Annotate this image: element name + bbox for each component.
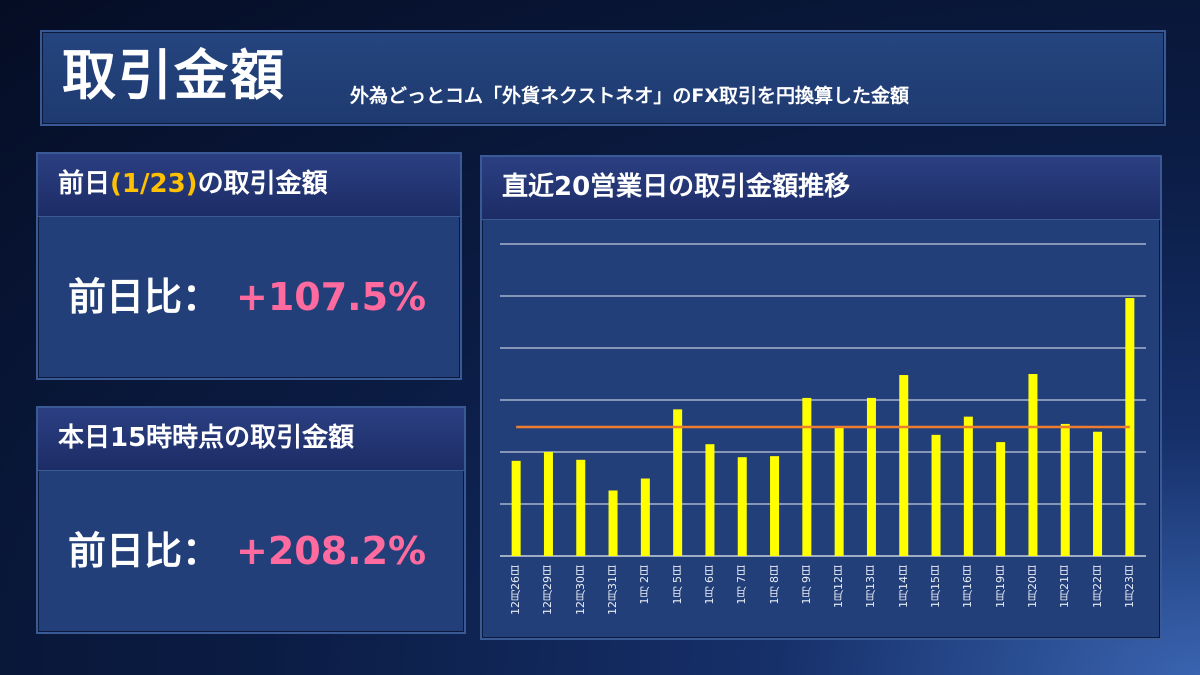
- x-tick-label: 1月21日: [1058, 565, 1072, 608]
- bar: [737, 457, 747, 556]
- bar: [1060, 423, 1070, 556]
- bar: [866, 397, 876, 556]
- prev-day-ratio-label: 前日比：: [68, 275, 221, 319]
- bar-chart: [500, 243, 1146, 557]
- header-banner: 取引金額 外為どっとコム「外貨ネクストネオ」のFX取引を円換算した金額: [40, 30, 1166, 126]
- prev-day-title-suffix: の取引金額: [197, 169, 328, 199]
- bar: [640, 478, 650, 556]
- x-tick-label: 1月16日: [961, 565, 975, 608]
- x-tick-label: 1月19日: [993, 565, 1007, 608]
- today-panel-title: 本日15時時点の取引金額: [58, 423, 355, 453]
- prev-day-ratio-value: +107.5%: [236, 275, 427, 319]
- x-tick-label: 1月 8日: [767, 565, 781, 605]
- x-tick-label: 12月26日: [509, 565, 523, 615]
- page-title: 取引金額: [62, 44, 286, 107]
- bar: [899, 375, 909, 556]
- bar: [1028, 374, 1038, 556]
- today-panel: 本日15時時点の取引金額 前日比： +208.2%: [36, 406, 466, 634]
- x-tick-label: 1月13日: [864, 565, 878, 608]
- prev-day-title: 前日(1/23)の取引金額: [58, 168, 328, 200]
- bar: [543, 452, 553, 556]
- chart-panel-header: 直近20営業日の取引金額推移: [482, 157, 1160, 220]
- x-tick-label: 12月29日: [541, 565, 555, 615]
- bar: [802, 397, 812, 556]
- bar: [608, 490, 618, 556]
- chart-title: 直近20営業日の取引金額推移: [502, 172, 851, 202]
- today-panel-header: 本日15時時点の取引金額: [38, 408, 464, 471]
- x-tick-label: 1月 2日: [638, 565, 652, 605]
- bar: [705, 444, 715, 556]
- chart-panel: 直近20営業日の取引金額推移 12月26日 12月29日 12月30日 12月31日 1…: [480, 155, 1162, 640]
- x-tick-label: 1月15日: [929, 565, 943, 608]
- bar: [1093, 431, 1103, 556]
- bar: [996, 442, 1006, 556]
- page-subtitle: 外為どっとコム「外貨ネクストネオ」のFX取引を円換算した金額: [350, 85, 910, 107]
- bar: [511, 460, 521, 556]
- bar: [963, 416, 973, 556]
- x-tick-label: 1月12日: [832, 565, 846, 608]
- x-tick-label: 1月22日: [1090, 565, 1104, 608]
- bar: [834, 427, 844, 556]
- prev-day-panel: 前日(1/23)の取引金額 前日比： +107.5%: [36, 152, 462, 380]
- prev-day-date: (1/23): [110, 169, 198, 199]
- x-tick-label: 1月20日: [1025, 565, 1039, 608]
- x-tick-label: 1月 7日: [735, 565, 749, 605]
- x-tick-label: 12月31日: [606, 565, 620, 615]
- today-ratio: 前日比： +208.2%: [68, 528, 426, 574]
- x-tick-label: 1月 6日: [702, 565, 716, 605]
- x-tick-label: 1月 5日: [670, 565, 684, 605]
- bar: [673, 409, 683, 556]
- bar: [770, 456, 780, 556]
- x-tick-label: 1月 9日: [799, 565, 813, 605]
- bar: [931, 434, 941, 556]
- prev-day-title-prefix: 前日: [58, 169, 111, 199]
- x-tick-label: 1月14日: [896, 565, 910, 608]
- prev-day-panel-header: 前日(1/23)の取引金額: [38, 154, 460, 217]
- x-tick-label: 1月23日: [1122, 565, 1136, 608]
- prev-day-ratio: 前日比： +107.5%: [68, 274, 426, 320]
- bar: [576, 459, 586, 556]
- today-ratio-value: +208.2%: [236, 529, 427, 573]
- today-ratio-label: 前日比：: [68, 529, 221, 573]
- x-tick-label: 12月30日: [573, 565, 587, 615]
